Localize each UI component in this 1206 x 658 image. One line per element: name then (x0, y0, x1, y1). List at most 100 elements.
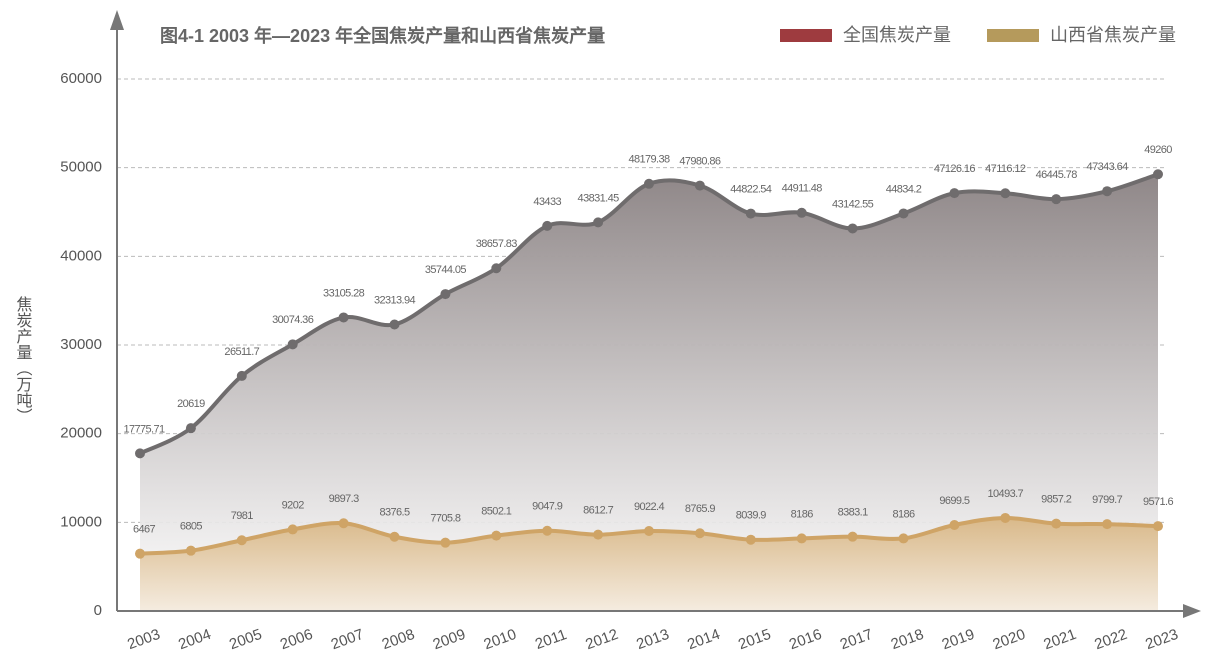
chart-title: 图4-1 2003 年—2023 年全国焦炭产量和山西省焦炭产量 (160, 25, 605, 46)
legend-label: 山西省焦炭产量 (1050, 25, 1176, 45)
y-axis-arrow (110, 10, 124, 30)
data-label: 9047.9 (532, 501, 563, 513)
data-point (847, 223, 858, 234)
data-label: 7705.8 (430, 513, 461, 525)
data-label: 9202 (282, 499, 305, 511)
data-label: 9571.6 (1143, 496, 1174, 508)
data-point (491, 263, 502, 274)
legend-swatch (780, 29, 832, 42)
data-point (1102, 186, 1113, 197)
data-label: 46445.78 (1036, 169, 1078, 181)
data-point (287, 339, 298, 350)
data-label: 44911.48 (782, 183, 823, 195)
data-label: 9897.3 (329, 493, 360, 505)
data-point (135, 548, 145, 559)
x-tick-label: 2016 (787, 626, 824, 653)
data-point (796, 207, 807, 218)
data-label: 8186 (791, 508, 814, 520)
data-label: 9022.4 (634, 501, 665, 513)
x-tick-label: 2017 (838, 626, 875, 653)
x-tick-label: 2003 (125, 626, 162, 653)
y-tick-label: 0 (94, 602, 102, 619)
data-label: 9699.5 (939, 495, 970, 507)
x-tick-label: 2006 (278, 626, 315, 653)
x-axis-arrow (1183, 604, 1201, 618)
data-label: 43831.45 (578, 192, 620, 204)
data-point (287, 524, 298, 535)
data-label: 17775.71 (123, 423, 165, 435)
y-tick-label: 10000 (60, 513, 102, 530)
data-point (898, 533, 909, 544)
data-point (745, 534, 756, 545)
data-point (135, 448, 145, 459)
data-point (1102, 519, 1113, 530)
data-label: 33105.28 (323, 287, 365, 299)
data-label: 8502.1 (481, 506, 512, 518)
x-tick-label: 2007 (329, 626, 366, 653)
data-label: 8383.1 (838, 507, 869, 519)
data-point (338, 518, 349, 529)
y-tick-label: 30000 (60, 336, 102, 353)
y-tick-label: 20000 (60, 425, 102, 442)
data-label: 48179.38 (628, 154, 670, 166)
x-tick-label: 2011 (533, 626, 569, 653)
data-label: 44834.2 (886, 183, 922, 195)
y-axis-label: 焦炭产量（万吨） (14, 296, 33, 424)
data-point (644, 526, 654, 537)
data-label: 8612.7 (583, 505, 614, 517)
data-label: 43142.55 (832, 198, 874, 210)
x-tick-label: 2023 (1143, 626, 1180, 653)
data-point (1000, 188, 1011, 199)
data-label: 8039.9 (736, 510, 767, 522)
data-point (949, 188, 960, 199)
data-point (796, 533, 807, 544)
data-point (338, 312, 349, 323)
data-point (847, 531, 858, 542)
data-label: 47116.12 (985, 163, 1026, 175)
x-tick-label: 2019 (940, 626, 977, 653)
data-point (1153, 521, 1163, 532)
data-label: 10493.7 (988, 488, 1024, 500)
data-point (389, 531, 400, 542)
x-tick-label: 2015 (736, 626, 773, 653)
data-label: 30074.36 (272, 314, 314, 326)
x-tick-label: 2004 (176, 626, 213, 653)
data-point (185, 545, 196, 556)
data-label: 47980.86 (679, 155, 721, 167)
data-point (542, 525, 553, 536)
data-point (694, 180, 705, 191)
data-label: 7981 (231, 510, 254, 522)
data-label: 43433 (533, 196, 561, 208)
data-label: 26511.7 (224, 346, 259, 358)
data-point (440, 289, 451, 300)
data-label: 38657.83 (476, 238, 518, 250)
data-point (593, 529, 604, 540)
data-label: 9857.2 (1041, 494, 1072, 506)
data-label: 49260 (1144, 144, 1172, 156)
x-tick-label: 2008 (380, 626, 417, 653)
x-tick-label: 2009 (431, 626, 468, 653)
data-point (694, 528, 705, 539)
data-point (236, 370, 247, 381)
y-tick-label: 60000 (60, 70, 102, 87)
data-label: 35744.05 (425, 264, 467, 276)
x-tick-label: 2018 (889, 626, 926, 653)
data-point (949, 519, 960, 530)
x-tick-label: 2014 (685, 626, 722, 653)
data-point (898, 208, 909, 219)
data-label: 9799.7 (1092, 494, 1123, 506)
data-label: 47343.64 (1087, 161, 1129, 173)
data-point (389, 319, 400, 330)
legend-label: 全国焦炭产量 (843, 25, 951, 45)
data-label: 20619 (177, 398, 205, 410)
data-point (542, 220, 553, 231)
data-point (593, 217, 604, 228)
data-label: 6805 (180, 521, 203, 533)
data-label: 6467 (133, 524, 156, 536)
x-tick-label: 2013 (634, 626, 671, 653)
data-point (491, 530, 502, 541)
data-point (745, 208, 756, 219)
data-point (1153, 169, 1163, 180)
x-tick-label: 2022 (1092, 626, 1129, 653)
